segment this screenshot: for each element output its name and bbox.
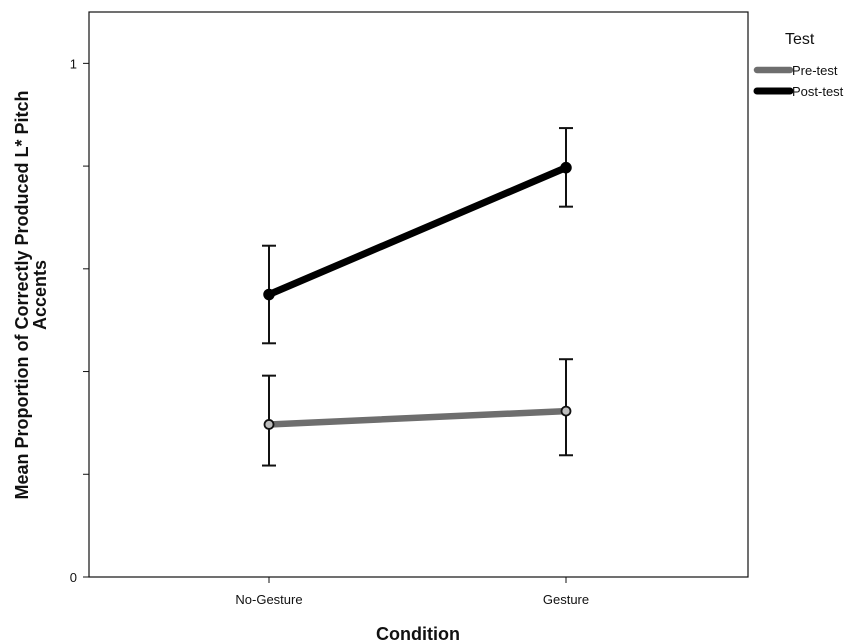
legend-label: Pre-test bbox=[792, 63, 838, 78]
series-layer bbox=[262, 127, 573, 467]
y-axis-label-group: Mean Proportion of Correctly Produced L*… bbox=[12, 90, 50, 499]
series-pre-test bbox=[262, 358, 573, 467]
y-tick-label: 0 bbox=[70, 570, 77, 585]
data-point bbox=[560, 161, 572, 174]
legend-items: Pre-test Post-test bbox=[753, 63, 844, 99]
data-point bbox=[263, 419, 275, 430]
y-axis-label-line2: Accents bbox=[30, 260, 50, 330]
y-tick-label: 1 bbox=[70, 56, 77, 71]
series-post-test bbox=[262, 127, 573, 345]
plot-area-frame bbox=[88, 11, 749, 578]
series-line bbox=[265, 407, 570, 428]
x-axis-ticks: No-Gesture Gesture bbox=[235, 577, 589, 607]
legend: Test Pre-test Post-test bbox=[753, 31, 844, 99]
x-tick-label: No-Gesture bbox=[235, 592, 302, 607]
x-tick-label: Gesture bbox=[543, 592, 589, 607]
x-axis-label: Condition bbox=[376, 624, 460, 644]
y-axis-label-line1: Mean Proportion of Correctly Produced L*… bbox=[12, 90, 32, 499]
legend-label: Post-test bbox=[792, 84, 844, 99]
data-point bbox=[560, 405, 572, 417]
series-line bbox=[265, 164, 570, 298]
y-axis-ticks: 01 bbox=[70, 56, 89, 585]
legend-title: Test bbox=[785, 31, 815, 48]
data-point bbox=[263, 288, 275, 301]
